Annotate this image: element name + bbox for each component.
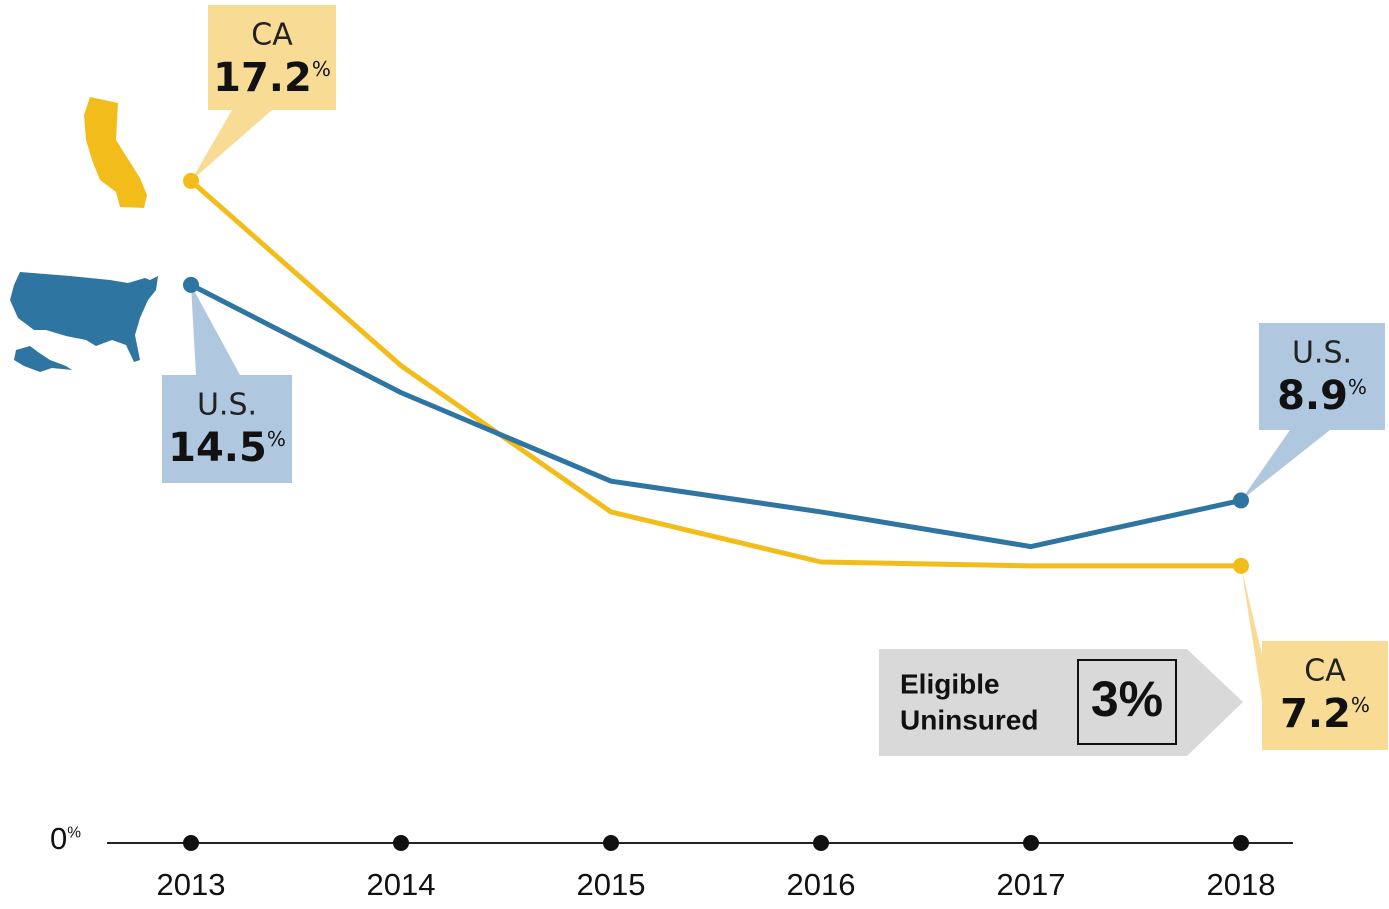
- callout-box: [1259, 323, 1385, 430]
- callout-box: [1262, 641, 1388, 750]
- end-point: [1233, 557, 1249, 574]
- annotation-label: Eligible: [900, 668, 1000, 699]
- x-tick-label: 2013: [157, 867, 226, 902]
- x-tick-label: 2014: [367, 867, 436, 902]
- end-point: [1233, 492, 1249, 509]
- callout-value: 8.9%: [1277, 373, 1367, 419]
- annotation-box: [1077, 659, 1177, 745]
- callout-pointer: [1241, 430, 1330, 501]
- x-tick-dot: [1233, 835, 1249, 851]
- series-line: [189, 179, 1241, 569]
- annotation-label: Uninsured: [900, 704, 1038, 735]
- x-tick-label: 2017: [997, 867, 1066, 902]
- annotation-value: 3%: [1091, 671, 1163, 727]
- callout-pointer: [1241, 565, 1262, 700]
- x-tick-label: 2018: [1207, 867, 1276, 902]
- x-tick-dot: [813, 835, 829, 851]
- callout-box: [162, 375, 292, 483]
- x-tick-dot: [603, 835, 619, 851]
- y-tick-label: 0%: [50, 821, 81, 856]
- callout-name: CA: [251, 18, 293, 53]
- callout-pointer: [191, 110, 272, 181]
- us-map: [10, 272, 158, 372]
- x-tick-label: 2015: [577, 867, 646, 902]
- end-point: [183, 276, 199, 293]
- x-tick-dot: [183, 835, 199, 851]
- callout-name: U.S.: [197, 388, 257, 423]
- x-tick-dot: [393, 835, 409, 851]
- annotation-arrow: [879, 649, 1243, 756]
- callout-name: CA: [1304, 654, 1346, 689]
- callout-box: [208, 5, 336, 110]
- x-tick-dot: [1023, 835, 1039, 851]
- callout-value: 17.2%: [213, 55, 331, 101]
- series-line: [189, 282, 1242, 550]
- callout-value: 14.5%: [168, 425, 286, 471]
- california-map: [84, 97, 147, 208]
- callout-name: U.S.: [1292, 336, 1352, 371]
- callout-pointer: [191, 284, 240, 375]
- x-tick-label: 2016: [787, 867, 856, 902]
- end-point: [183, 172, 199, 189]
